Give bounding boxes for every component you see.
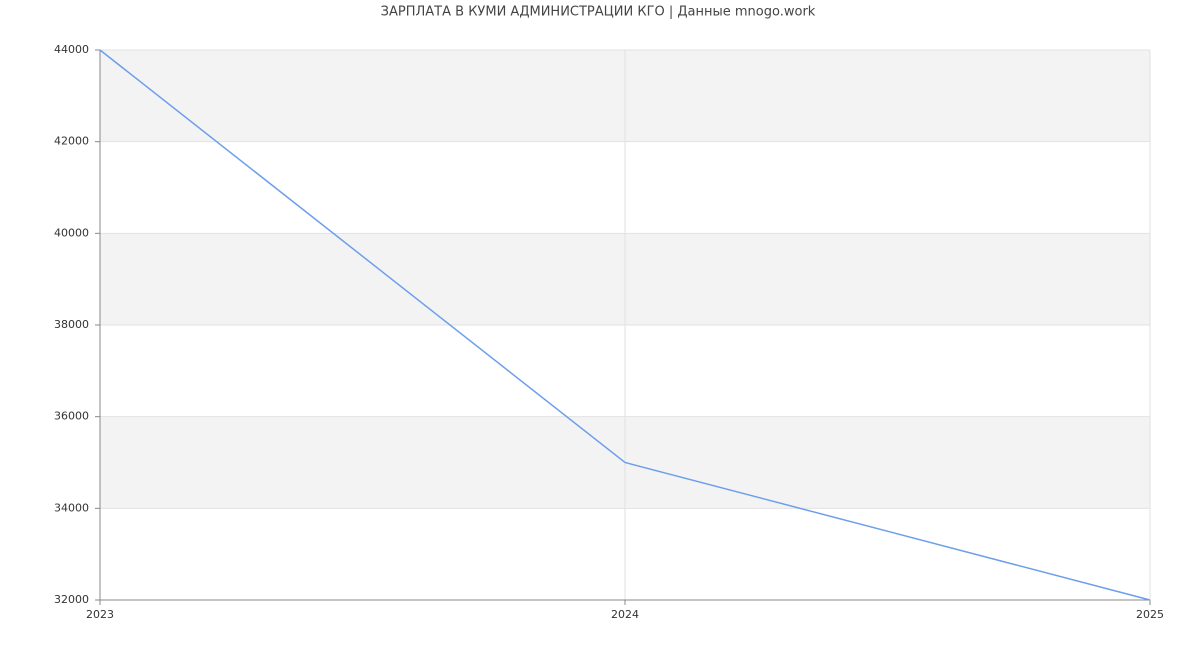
- x-tick-label: 2024: [611, 608, 639, 621]
- y-tick-label: 44000: [54, 43, 89, 56]
- x-tick-label: 2023: [86, 608, 114, 621]
- y-tick-label: 42000: [54, 135, 89, 148]
- data-line: [99, 49, 1151, 601]
- chart-title: ЗАРПЛАТА В КУМИ АДМИНИСТРАЦИИ КГО | Данн…: [381, 5, 816, 20]
- y-tick-label: 36000: [54, 410, 89, 423]
- y-tick-label: 40000: [54, 226, 89, 239]
- y-tick-label: 34000: [54, 501, 89, 514]
- y-tick-label: 32000: [54, 593, 89, 606]
- y-tick-label: 38000: [54, 318, 89, 331]
- x-tick-label: 2025: [1136, 608, 1164, 621]
